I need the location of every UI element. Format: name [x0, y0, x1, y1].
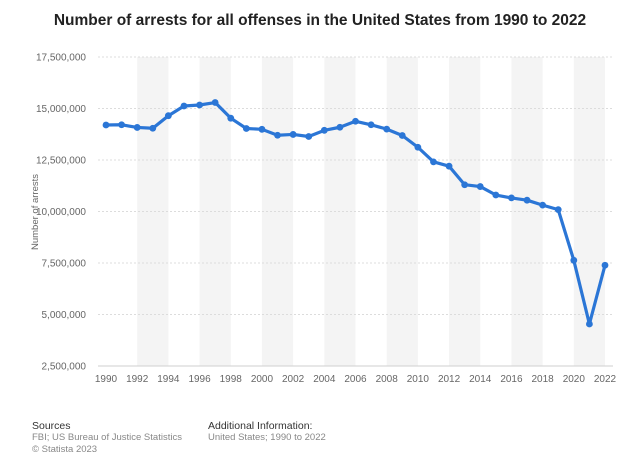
data-point: [164, 112, 172, 120]
data-point: [383, 125, 391, 133]
x-tick-label: 1996: [188, 374, 211, 385]
x-tick-label: 2004: [313, 374, 336, 385]
x-tick-label: 1992: [126, 374, 149, 385]
data-point: [242, 125, 250, 132]
data-point: [211, 99, 219, 106]
data-point: [570, 256, 578, 264]
data-point: [492, 191, 500, 199]
data-point: [258, 125, 266, 133]
y-tick-label: 5,000,000: [42, 310, 87, 321]
x-tick-label: 2000: [251, 374, 274, 385]
additional-info-text: United States; 1990 to 2022: [208, 432, 326, 443]
additional-info-heading: Additional Information:: [208, 420, 313, 432]
data-point: [149, 124, 157, 132]
copyright-text[interactable]: © Statista 2023: [32, 444, 98, 455]
data-point: [180, 102, 188, 110]
data-point: [601, 261, 609, 269]
y-tick-label: 10,000,000: [36, 207, 86, 218]
y-tick-label: 7,500,000: [42, 259, 87, 270]
x-axis: 1990 1992 1994 1996 1998 2000 2002 2004 2006 2008…: [95, 365, 617, 385]
x-tick-label: 2020: [563, 374, 586, 385]
data-point: [476, 183, 484, 190]
x-tick-label: 2002: [282, 374, 305, 385]
data-point: [133, 124, 141, 131]
data-point: [336, 123, 344, 131]
y-tick-label: 2,500,000: [42, 362, 87, 373]
x-tick-label: 1994: [157, 374, 180, 385]
data-point: [414, 143, 422, 151]
x-tick-label: 2022: [594, 374, 617, 385]
x-tick-label: 2016: [500, 374, 523, 385]
x-tick-label: 1998: [220, 374, 243, 385]
data-point: [523, 196, 531, 204]
data-point: [430, 158, 437, 166]
x-tick-label: 2010: [407, 374, 430, 385]
data-point: [539, 201, 547, 209]
data-point: [118, 121, 125, 129]
x-tick-label: 2012: [438, 374, 461, 385]
x-tick-label: 1990: [95, 374, 118, 385]
x-tick-label: 2018: [532, 374, 555, 385]
data-point: [289, 131, 297, 138]
data-point: [352, 117, 359, 125]
sources-block: Sources FBI; US Bureau of Justice Statis…: [32, 420, 182, 456]
x-tick-label: 2006: [344, 374, 367, 385]
additional-info-block: Additional Information: United States; 1…: [208, 420, 326, 444]
data-point: [196, 101, 203, 109]
y-tick-label: 12,500,000: [36, 156, 86, 167]
data-point: [367, 121, 375, 129]
data-point: [508, 194, 515, 202]
y-axis: 2,500,000 5,000,000 7,500,000 10,000,000 12,…: [36, 53, 86, 373]
y-tick-label: 17,500,000: [36, 53, 86, 64]
x-tick-label: 2008: [376, 374, 399, 385]
data-point: [586, 320, 593, 328]
sources-text[interactable]: FBI; US Bureau of Justice Statistics: [32, 432, 182, 443]
data-point: [461, 181, 469, 189]
sources-heading: Sources: [32, 420, 71, 432]
data-point: [398, 132, 406, 139]
data-point: [554, 206, 562, 214]
data-point: [102, 121, 110, 129]
data-point: [445, 162, 453, 170]
x-tick-label: 2014: [469, 374, 492, 385]
data-point: [227, 114, 235, 122]
y-axis-label: Number of arrests: [30, 174, 41, 250]
data-point: [274, 131, 281, 139]
data-series: [102, 99, 609, 328]
data-point: [305, 133, 313, 140]
y-tick-label: 15,000,000: [36, 104, 86, 115]
chart-title: Number of arrests for all offenses in th…: [53, 12, 587, 29]
data-point: [320, 126, 328, 134]
